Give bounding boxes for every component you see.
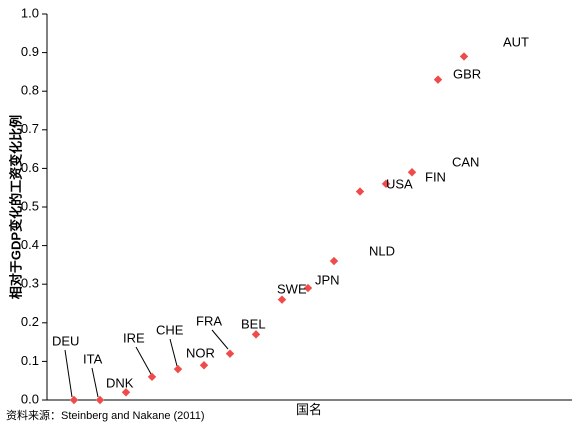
point-label-gbr: GBR (453, 66, 481, 81)
point-label-fra: FRA (196, 313, 222, 328)
point-label-nor: NOR (186, 345, 215, 360)
y-tick-label: 0.4 (21, 237, 39, 252)
point-label-can: CAN (452, 154, 479, 169)
point-label-swe: SWE (277, 281, 307, 296)
point-label-bel: BEL (241, 316, 266, 331)
y-tick-label: 0.2 (21, 314, 39, 329)
data-point-can (407, 168, 417, 177)
point-label-ire: IRE (123, 330, 145, 345)
connector-ire (135, 346, 152, 375)
data-point-bel (251, 330, 261, 339)
data-point-nor (199, 361, 209, 370)
y-tick-label: 0.9 (21, 44, 39, 59)
data-point-dnk (121, 388, 131, 397)
connector-che (169, 338, 178, 367)
data-point-che (173, 364, 183, 374)
point-label-jpn: JPN (315, 272, 340, 287)
data-point-swe (277, 295, 287, 304)
point-label-usa: USA (386, 176, 413, 191)
y-tick-label: 0.7 (21, 121, 39, 136)
data-point-jpn (303, 283, 313, 293)
connector-fra (211, 329, 229, 350)
y-tick-label: 1.0 (21, 5, 39, 20)
y-tick-label: 0.0 (21, 391, 39, 406)
point-label-fin: FIN (425, 169, 446, 184)
y-tick-label: 0.8 (21, 83, 39, 98)
data-point-gbr (433, 75, 443, 84)
connector-ita (91, 367, 99, 398)
data-point-deu (69, 395, 79, 405)
point-label-che: CHE (156, 322, 184, 337)
y-tick-label: 0.3 (21, 276, 39, 291)
label-connectors (64, 329, 229, 398)
point-label-dnk: DNK (106, 375, 134, 390)
x-axis-title: 国名 (296, 402, 322, 417)
data-point-aut (459, 52, 469, 61)
data-point-usa (355, 187, 365, 196)
data-point-fin (381, 179, 391, 189)
source-note: 资料来源：Steinberg and Nakane (2011) (6, 408, 205, 422)
point-label-aut: AUT (503, 34, 529, 49)
point-label-nld: NLD (369, 243, 395, 258)
y-tick-label: 0.1 (21, 353, 39, 368)
y-axis-title: 相对于GDP变化的工资变化比例 (8, 115, 23, 299)
data-points (69, 52, 469, 405)
data-point-fra (225, 349, 235, 358)
data-point-ire (147, 372, 157, 382)
point-label-deu: DEU (52, 333, 79, 348)
connector-deu (64, 349, 73, 398)
data-point-ita (95, 395, 105, 405)
y-axis-ticks: 0.0 0.1 0.2 0.3 0.4 0.5 0.6 0.7 0.8 0.9 1.0 (21, 5, 47, 406)
point-label-ita: ITA (83, 351, 103, 366)
y-tick-label: 0.6 (21, 160, 39, 175)
y-tick-label: 0.5 (21, 198, 39, 213)
data-point-nld (329, 256, 339, 266)
